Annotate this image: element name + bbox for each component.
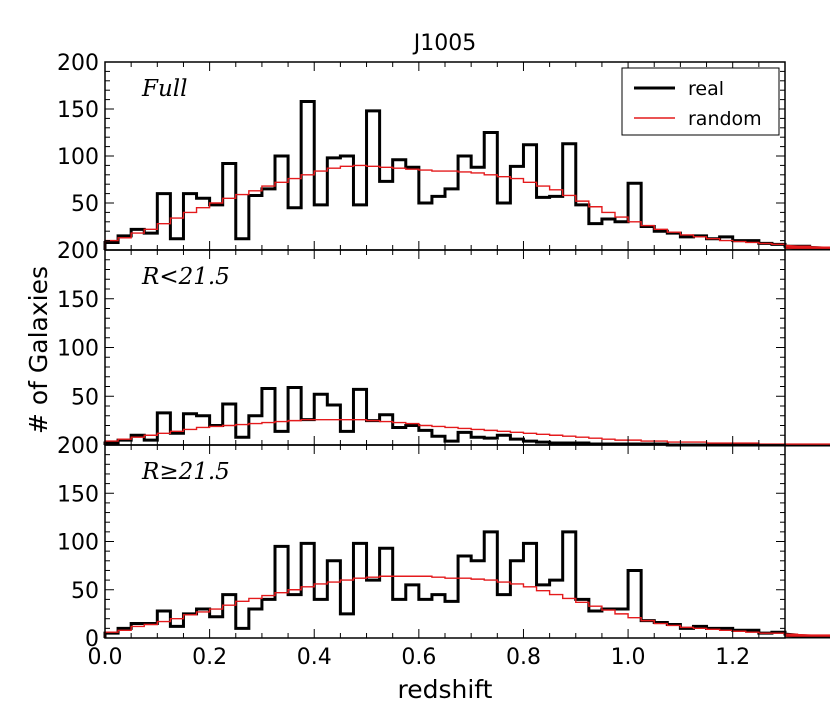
x-tick-label: 0.4 xyxy=(297,645,332,670)
legend-random-label: random xyxy=(688,108,762,130)
y-tick-label: 0 xyxy=(85,627,99,652)
panel-faint: 0 50 100 150 200 R≥21.5 xyxy=(57,434,830,652)
x-tick-label: 0.0 xyxy=(88,645,123,670)
y-tick-label: 50 xyxy=(71,385,99,410)
y-tick-label: 200 xyxy=(57,51,99,76)
legend-real-label: real xyxy=(688,78,724,100)
x-tick-label: 1.0 xyxy=(611,645,646,670)
y-tick-label: 100 xyxy=(57,145,99,170)
series-random-bright xyxy=(104,418,830,445)
series-real-faint xyxy=(103,530,830,639)
x-tick-label: 0.6 xyxy=(401,645,436,670)
series-random-faint xyxy=(104,575,830,638)
panel-label-bright: R<21.5 xyxy=(141,264,230,290)
x-tick-label: 1.2 xyxy=(715,645,750,670)
series-random-full xyxy=(104,164,830,250)
chart-title: J1005 xyxy=(412,31,476,56)
y-axis-label: # of Galaxies xyxy=(24,266,53,434)
series-real-bright xyxy=(103,385,830,447)
panel-label-faint: R≥21.5 xyxy=(141,459,230,485)
y-tick-label: 100 xyxy=(57,531,99,556)
panels: 50 100 150 200 Full 50 100 150 200 R<21.5 0 50 100 15… xyxy=(57,51,830,670)
y-tick-label: 150 xyxy=(57,98,99,123)
x-tick-label: 0.2 xyxy=(192,645,227,670)
panel-bright: 50 100 150 200 R<21.5 xyxy=(57,239,830,447)
panel-label-full: Full xyxy=(141,76,187,102)
panel-full: 50 100 150 200 Full xyxy=(57,51,830,251)
legend-box xyxy=(621,67,780,136)
y-tick-label: 200 xyxy=(57,239,99,264)
y-tick-label: 50 xyxy=(71,579,99,604)
y-tick-label: 200 xyxy=(57,434,99,459)
x-tick-label: 0.8 xyxy=(506,645,541,670)
y-tick-label: 50 xyxy=(71,192,99,217)
legend: real random xyxy=(621,67,780,136)
y-tick-label: 150 xyxy=(57,288,99,313)
y-tick-label: 100 xyxy=(57,337,99,362)
y-tick-label: 150 xyxy=(57,482,99,507)
x-axis-label: redshift xyxy=(398,675,493,704)
